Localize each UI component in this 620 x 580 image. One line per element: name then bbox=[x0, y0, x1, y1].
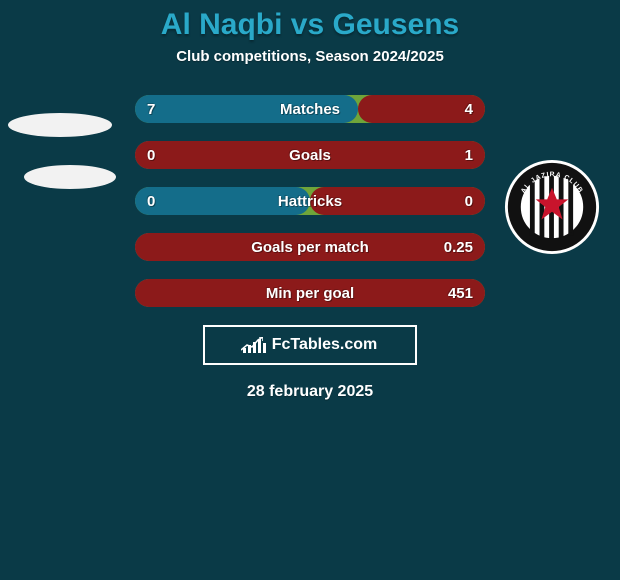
stats-area: AL JAZIRA CLUB Matches 7 4 Goals 0 1 Hattricks… bbox=[0, 95, 620, 307]
stat-label: Matches bbox=[280, 101, 340, 118]
stat-row: Goals per match 0.25 bbox=[135, 233, 485, 261]
stat-value-left: 7 bbox=[147, 95, 155, 123]
page-subtitle: Club competitions, Season 2024/2025 bbox=[0, 48, 620, 65]
page-title: Al Naqbi vs Geusens bbox=[0, 0, 620, 42]
stat-value-right: 0 bbox=[465, 187, 473, 215]
left-club-ellipse-2 bbox=[24, 165, 116, 189]
left-club-ellipse-1 bbox=[8, 113, 112, 137]
stat-label: Goals per match bbox=[251, 239, 369, 256]
footer-date: 28 february 2025 bbox=[0, 383, 620, 401]
watermark-box: FcTables.com bbox=[203, 325, 417, 365]
stat-value-left: 0 bbox=[147, 141, 155, 169]
barchart-icon bbox=[243, 337, 266, 353]
stat-value-right: 1 bbox=[465, 141, 473, 169]
stat-row: Goals 0 1 bbox=[135, 141, 485, 169]
stat-value-right: 0.25 bbox=[444, 233, 473, 261]
right-club-crest: AL JAZIRA CLUB bbox=[504, 159, 600, 255]
stat-value-right: 4 bbox=[465, 95, 473, 123]
stat-label: Min per goal bbox=[266, 285, 354, 302]
watermark-text: FcTables.com bbox=[272, 336, 378, 354]
club-crest-icon: AL JAZIRA CLUB bbox=[504, 159, 600, 255]
stat-value-left: 0 bbox=[147, 187, 155, 215]
stat-row: Min per goal 451 bbox=[135, 279, 485, 307]
stat-label: Hattricks bbox=[278, 193, 342, 210]
stat-value-right: 451 bbox=[448, 279, 473, 307]
stat-row: Hattricks 0 0 bbox=[135, 187, 485, 215]
stat-row: Matches 7 4 bbox=[135, 95, 485, 123]
stat-label: Goals bbox=[289, 147, 331, 164]
